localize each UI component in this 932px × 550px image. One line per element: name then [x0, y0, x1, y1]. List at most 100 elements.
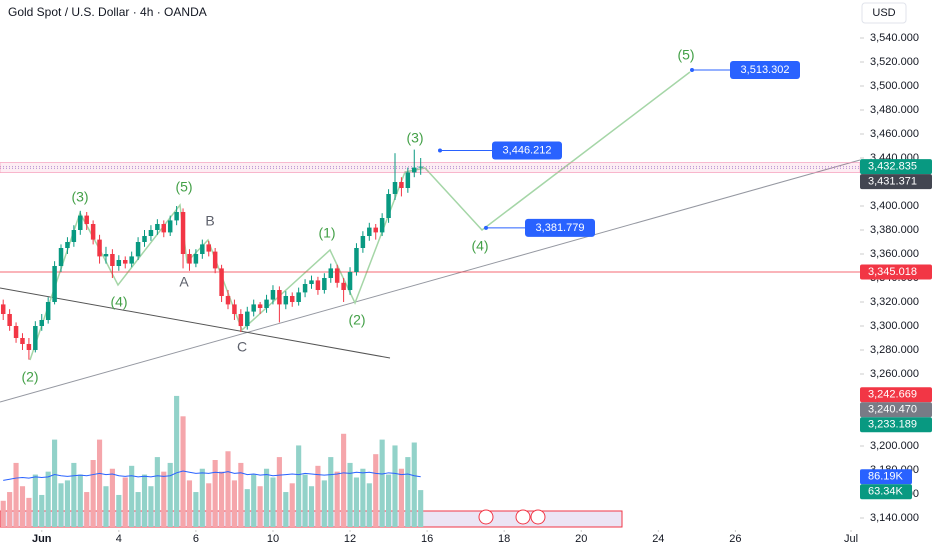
- volume-bar: [32, 474, 38, 527]
- volume-bar: [257, 486, 263, 527]
- wave-label: (5): [677, 47, 694, 63]
- price-label: 3,345.018: [868, 266, 917, 278]
- target-box: [730, 61, 800, 80]
- volume-bar: [141, 474, 148, 527]
- candle-body: [206, 244, 211, 252]
- currency-button[interactable]: [861, 2, 907, 24]
- candle-body: [373, 227, 378, 233]
- level-band: [0, 162, 861, 173]
- candle-body: [155, 224, 160, 231]
- candle-body: [97, 239, 102, 257]
- target-label: 3,513.302: [741, 64, 790, 76]
- x-tick-label: 10: [267, 533, 279, 545]
- volume-bar: [206, 483, 212, 527]
- price-label-bg: [860, 264, 932, 280]
- volume-bar: [328, 457, 334, 527]
- volume-bar: [405, 457, 411, 527]
- candle-body: [315, 280, 321, 291]
- volume-bar: [386, 474, 392, 527]
- volume-bar: [398, 468, 404, 527]
- candle-body: [283, 296, 289, 305]
- price-label-bg: [860, 417, 932, 433]
- volume-bar: [116, 494, 122, 527]
- volume-bar: [135, 492, 141, 527]
- volume-bar: [77, 474, 83, 527]
- volume-bar: [154, 457, 160, 527]
- volume-bar: [231, 480, 237, 527]
- x-tick-label: 26: [729, 533, 741, 545]
- volume-bar: [411, 442, 417, 527]
- candle-body: [328, 268, 334, 279]
- trendline-up: [0, 159, 861, 403]
- y-tick-label: 3,380.000: [870, 224, 919, 236]
- volume-bar: [225, 451, 231, 527]
- x-tick-label: 18: [498, 533, 510, 545]
- candle-body: [379, 218, 385, 233]
- target-point: [484, 225, 488, 230]
- x-tick-label: Jun: [32, 533, 52, 545]
- price-label: 3,233.189: [868, 419, 917, 431]
- volume-label: 63.34K: [868, 486, 904, 498]
- chart-title: Gold Spot / U.S. Dollar · 4h · OANDA: [8, 5, 207, 19]
- candle-body: [302, 284, 308, 293]
- candle-body: [277, 290, 282, 305]
- y-tick-label: 3,540.000: [870, 32, 919, 44]
- candle-body: [180, 212, 186, 255]
- x-tick-label: 6: [193, 533, 199, 545]
- candle-body: [7, 314, 12, 327]
- y-tick-label: 3,400.000: [870, 200, 919, 212]
- candle-body: [78, 215, 83, 231]
- candle-body: [257, 304, 263, 309]
- x-tick-label: 24: [652, 533, 664, 545]
- candle-body: [45, 302, 51, 321]
- wave-label: A: [179, 274, 189, 290]
- candle-body: [334, 268, 340, 283]
- event-icon[interactable]: [530, 509, 546, 525]
- volume-bar: [161, 471, 167, 527]
- candle-body: [418, 166, 423, 168]
- candle-body: [289, 296, 295, 303]
- volume-bar: [315, 465, 321, 527]
- y-tick-label: 3,280.000: [870, 344, 919, 356]
- volume-bar: [109, 468, 115, 527]
- candle-body: [392, 182, 398, 195]
- y-tick-label: 3,200.000: [870, 440, 919, 452]
- event-icon[interactable]: [515, 509, 531, 525]
- volume-bar: [373, 454, 379, 527]
- candle-body: [71, 230, 77, 243]
- volume-label: 86.19K: [868, 471, 904, 483]
- candle-body: [341, 282, 346, 291]
- candle-body: [161, 224, 167, 233]
- candle-body: [322, 278, 327, 291]
- candle-body: [225, 296, 231, 305]
- y-tick-label: 3,140.000: [870, 512, 919, 524]
- candle-body: [193, 254, 199, 264]
- volume-bar: [45, 471, 51, 527]
- volume-bar: [251, 474, 257, 527]
- candle-body: [103, 254, 109, 257]
- candle-body: [135, 242, 141, 257]
- x-tick-label: 16: [421, 533, 433, 545]
- event-icon[interactable]: [478, 509, 494, 525]
- candle-body: [110, 254, 115, 267]
- candle-body: [148, 230, 154, 237]
- volume-bar: [270, 477, 276, 527]
- y-tick-label: 3,260.000: [870, 368, 919, 380]
- wave-path: [29, 71, 691, 361]
- volume-bar: [174, 395, 180, 527]
- candle-body: [238, 314, 244, 327]
- volume-bar: [308, 486, 315, 527]
- volume-bar: [392, 445, 398, 527]
- candle-body: [58, 248, 64, 267]
- volume-bar: [296, 445, 302, 527]
- candle-body: [39, 320, 44, 327]
- price-label-bg: [860, 174, 932, 190]
- volume-label-bg: [860, 484, 912, 500]
- candle-body: [354, 248, 359, 273]
- candle-body: [90, 224, 96, 240]
- target-label: 3,446.212: [503, 144, 552, 156]
- volume-bar: [219, 471, 225, 527]
- price-label-bg: [860, 387, 932, 403]
- volume-bar: [71, 462, 77, 527]
- y-tick-label: 3,300.000: [870, 320, 919, 332]
